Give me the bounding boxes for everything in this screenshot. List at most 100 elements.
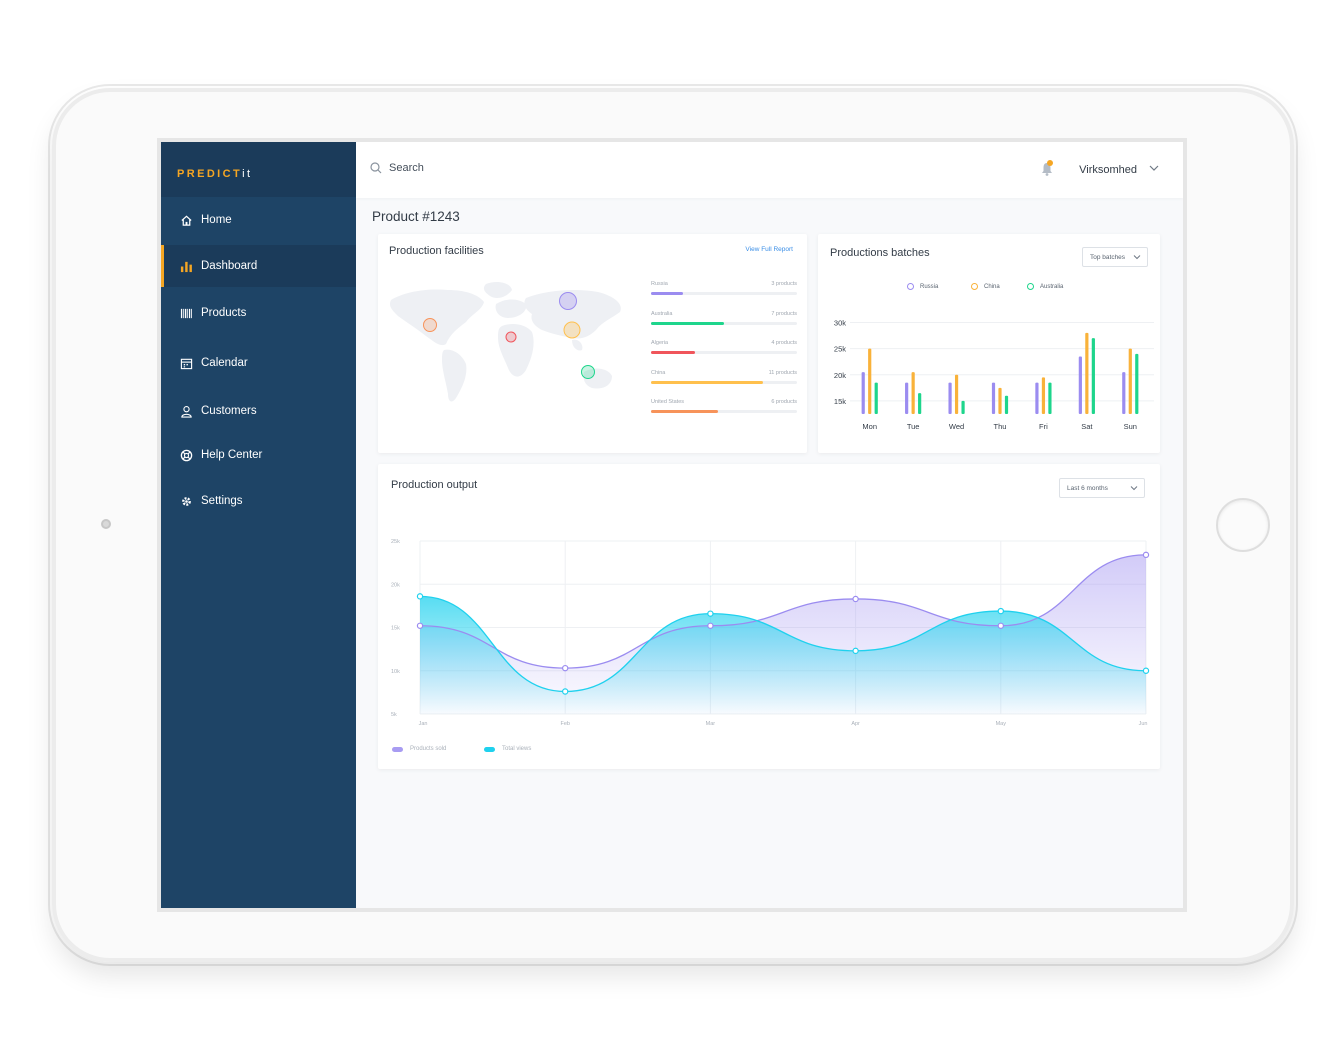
country-count: 11 products [768,369,797,376]
bar [874,382,878,414]
sidebar: PREDICTit Home Dashboard Products Calend… [161,142,356,908]
logo[interactable]: PREDICTit [177,168,253,180]
card-title: Production output [391,479,478,491]
top-bar: Search Virksomhed [356,142,1183,198]
search-icon [370,162,382,174]
data-point [561,664,569,672]
progress-fill [651,321,724,325]
legend-marker [971,283,978,290]
card-title: Production facilities [389,245,484,257]
legend-products-sold: Products sold [392,746,446,752]
production-output-chart: 25k 20k 15k 10k 5k Jan Feb Mar Apr May Jun [391,539,1150,727]
map-marker-china [563,321,581,339]
progress-fill [651,292,684,295]
x-tick-label: Thu [994,422,1007,431]
progress-fill [651,410,719,413]
company-name[interactable]: Virksomhed [1079,164,1137,176]
country-count: 3 products [771,281,797,287]
data-point [997,607,1005,615]
bar [1048,382,1052,414]
country-name: China [651,369,666,376]
sidebar-item-calendar[interactable]: Calendar [161,342,356,384]
chevron-down-icon [1133,255,1141,260]
data-point [852,595,859,603]
map-marker-australia [581,365,595,379]
bar [1004,395,1009,414]
country-count: 7 products [771,310,797,317]
x-tick-label: Mar [706,721,716,727]
view-full-report-link[interactable]: View Full Report [745,246,793,253]
y-tick-label: 5k [391,712,397,718]
bar [905,382,909,414]
legend-marker [484,746,495,752]
sidebar-item-label: Dashboard [201,260,258,272]
data-point [416,622,424,629]
x-tick-label: Fri [1039,422,1048,431]
country-name: Algeria [651,340,669,346]
chevron-down-icon[interactable] [1149,164,1159,172]
dropdown-label: Last 6 months [1067,484,1108,492]
home-hardware-button [1216,498,1270,552]
user-icon [179,404,193,418]
legend-china: China [971,283,1000,290]
sidebar-item-products[interactable]: Products [161,292,356,334]
search-box[interactable]: Search [370,162,424,174]
bar [868,348,872,414]
bar [861,372,865,414]
bar [1128,348,1132,414]
y-tick-label: 10k [391,669,400,675]
country-count: 6 products [771,399,797,405]
x-tick-label: Sat [1081,422,1093,431]
bar [1041,377,1046,414]
camera-icon [101,519,111,529]
progress-track [651,351,797,354]
bar [998,387,1002,414]
data-point [561,688,569,695]
sidebar-item-customers[interactable]: Customers [161,390,356,432]
bar [918,393,922,414]
data-point [707,610,714,617]
x-tick-label: Wed [949,422,964,431]
bar [991,382,996,414]
bar [1135,353,1139,414]
batches-bar-chart: 30k 25k 20k 15k Mon Tue Wed Thu Fri Sat Sun [834,318,1154,431]
sidebar-item-label: Help Center [201,449,263,461]
data-point [1142,551,1150,559]
notification-badge [1047,160,1053,166]
bar [948,382,952,414]
app-screen: PREDICTit Home Dashboard Products Calend… [157,138,1187,912]
map-marker-russia [559,292,577,310]
last-6-months-dropdown[interactable]: Last 6 months [1059,478,1145,498]
country-count: 4 products [771,340,797,346]
calendar-icon [179,356,193,370]
logo-bar: PREDICTit [161,142,356,197]
sidebar-item-settings[interactable]: Settings [161,480,356,522]
sidebar-item-home[interactable]: Home [161,199,356,241]
world-map [389,282,621,402]
bar-chart-icon [179,259,193,273]
map-marker-united-states [423,318,437,332]
data-point [997,622,1005,629]
top-batches-dropdown[interactable]: Top batches [1082,247,1148,267]
home-icon [179,213,193,227]
x-tick-label: Apr [851,721,860,727]
x-tick-label: Feb [560,721,569,727]
bar [1122,372,1126,414]
progress-track [651,292,797,295]
main-content: Search Virksomhed Product #1243 Producti… [356,142,1183,908]
x-tick-label: Sun [1124,422,1137,431]
chevron-down-icon [1130,486,1138,491]
x-tick-label: Tue [907,422,920,431]
progress-fill [651,380,764,384]
dropdown-label: Top batches [1090,253,1126,261]
country-name: Australia [651,310,673,317]
legend-australia: Australia [1027,283,1063,290]
sidebar-item-dashboard[interactable]: Dashboard [161,245,356,287]
production-batches-card: Productions batches Top batches Russia C… [818,234,1160,453]
sidebar-item-help-center[interactable]: Help Center [161,434,356,476]
progress-track [651,380,797,384]
bar [961,400,965,414]
bar [1085,332,1089,414]
y-tick-label: 30k [834,318,846,327]
country-name: Russia [651,281,668,287]
